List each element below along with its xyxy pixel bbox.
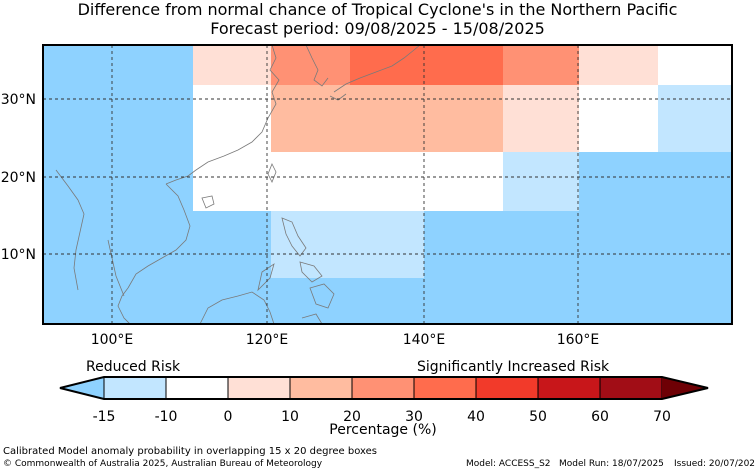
colorbar-tick-label: 40 xyxy=(467,409,485,425)
colorbar-segment xyxy=(351,376,415,400)
kyushu-coastline xyxy=(329,93,347,101)
lon-label-140e: 140°E xyxy=(403,332,446,348)
box-north-6 xyxy=(658,45,732,85)
copyright: © Commonwealth of Australia 2025, Austra… xyxy=(3,459,323,469)
box-row2-4 xyxy=(579,85,658,152)
box-row2-5 xyxy=(658,85,732,152)
lon-label-160e: 160°E xyxy=(557,332,600,348)
reduced-risk-label: Reduced Risk xyxy=(86,359,181,375)
sulawesi-coastline xyxy=(301,313,323,324)
colorbar-segment xyxy=(599,376,663,400)
gulf-thailand xyxy=(117,287,131,324)
box-row3-2 xyxy=(503,152,579,211)
map-title: Difference from normal chance of Tropica… xyxy=(77,0,678,19)
indochina-coastline xyxy=(127,183,191,289)
taiwan-coastline xyxy=(267,163,277,183)
caption: Calibrated Model anomaly probability in … xyxy=(3,446,378,457)
model-run: Model Run: 18/07/2025 xyxy=(559,459,664,469)
box-row2-1 xyxy=(193,85,271,152)
myanmar-coastline xyxy=(55,169,85,291)
japan-coastline xyxy=(333,45,421,93)
colorbar-tick-label: -10 xyxy=(155,409,178,425)
colorbar xyxy=(59,376,709,400)
colorbar-segment xyxy=(475,376,539,400)
colorbar-outline xyxy=(59,376,709,400)
colorbar-segment xyxy=(413,376,477,400)
luzon-coastline xyxy=(281,217,307,257)
colorbar-tick-label: 20 xyxy=(343,409,361,425)
colorbar-arrow-min xyxy=(60,377,104,399)
malay-coastline xyxy=(107,239,125,297)
colorbar-segment xyxy=(227,376,291,400)
colorbar-segment xyxy=(103,376,167,400)
korea-coastline xyxy=(305,45,329,87)
colorbar-segment xyxy=(289,376,353,400)
colorbar-tick-label: 0 xyxy=(224,409,233,425)
visayas-coastline xyxy=(299,261,323,283)
lat-label-10n: 10°N xyxy=(1,247,36,263)
colorbar-tick-label: 60 xyxy=(591,409,609,425)
borneo-coastline xyxy=(199,291,275,324)
colorbar-tick-label: 70 xyxy=(653,409,671,425)
colorbar-tick-label: 10 xyxy=(281,409,299,425)
box-north-4 xyxy=(503,45,579,85)
percentage-unit-label: Percentage (%) xyxy=(329,422,436,438)
lat-label-30n: 30°N xyxy=(1,92,36,108)
issued-date: Issued: 20/07/2025 xyxy=(674,459,755,469)
gridlines xyxy=(43,45,732,324)
increased-risk-label: Significantly Increased Risk xyxy=(417,359,610,375)
palawan-coastline xyxy=(257,263,275,292)
box-north-5 xyxy=(579,45,658,85)
forecast-period: Forecast period: 09/08/2025 - 15/08/2025 xyxy=(210,19,545,38)
mindanao-coastline xyxy=(309,283,335,309)
colorbar-segment xyxy=(165,376,229,400)
box-row2-2 xyxy=(271,85,503,152)
colorbar-ticks: -15 -10 0 10 20 30 40 50 60 70 xyxy=(93,409,671,425)
anomaly-boxes xyxy=(43,45,732,324)
colorbar-segment xyxy=(537,376,601,400)
colorbar-tick-label: -15 xyxy=(93,409,116,425)
colorbar-tick-label: 30 xyxy=(405,409,423,425)
model-name: Model: ACCESS_S2 xyxy=(466,459,551,469)
box-north-3 xyxy=(350,45,503,85)
lat-label-20n: 20°N xyxy=(1,170,36,186)
box-row2-3 xyxy=(503,85,579,152)
box-row3-1 xyxy=(193,152,503,211)
box-row4-1 xyxy=(271,211,424,278)
lon-label-120e: 120°E xyxy=(246,332,289,348)
lon-label-100e: 100°E xyxy=(91,332,134,348)
china-coastline xyxy=(165,45,280,185)
map-frame xyxy=(42,44,733,325)
box-north-1 xyxy=(193,45,271,85)
coastlines xyxy=(55,45,421,324)
box-north-2 xyxy=(271,45,350,85)
hainan-coastline xyxy=(201,195,215,209)
colorbar-arrow-max xyxy=(662,377,708,399)
colorbar-tick-label: 50 xyxy=(529,409,547,425)
